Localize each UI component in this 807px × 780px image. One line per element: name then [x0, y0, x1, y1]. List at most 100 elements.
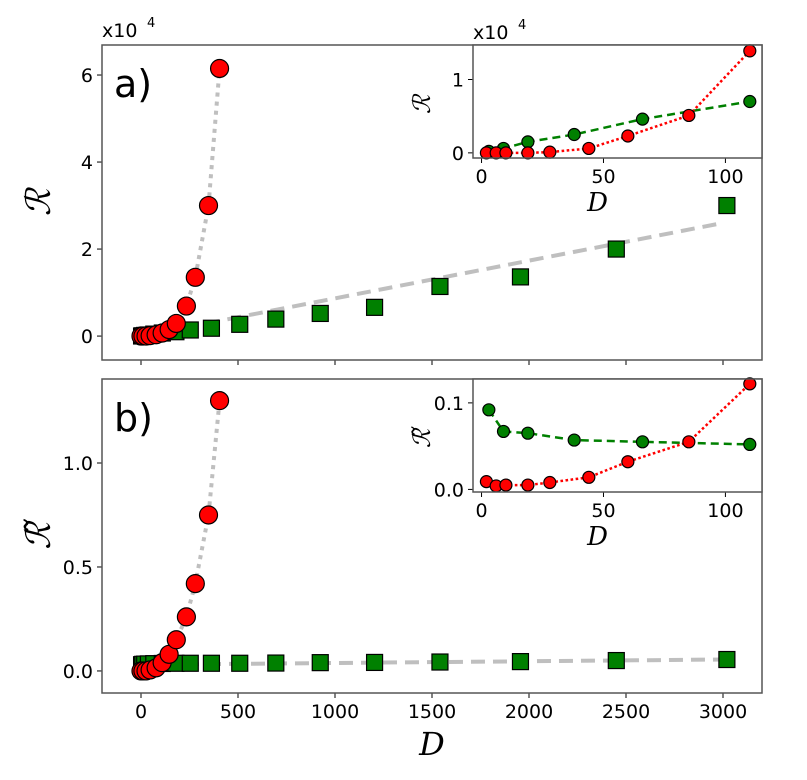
inset-red-circle-point — [682, 435, 696, 449]
x-tick-label: 0 — [475, 166, 487, 188]
green-square-point — [365, 298, 384, 316]
inset-green-circle-point — [635, 435, 650, 449]
inset-red-circle-point — [521, 146, 535, 160]
inset-green-circle-point — [743, 94, 757, 109]
x-tick-label: 500 — [220, 701, 256, 723]
panel-label: b) — [114, 396, 153, 440]
red-circle-point — [185, 574, 205, 594]
x-tick-label: 1500 — [408, 701, 456, 723]
x-tick-label: 1000 — [311, 701, 359, 723]
x-tick-label: 2000 — [505, 701, 553, 723]
y-tick-label: 0 — [81, 326, 93, 348]
y-tick-label: 0.5 — [63, 557, 93, 579]
axes-background — [473, 45, 762, 158]
panel-b: 0 500 1000 1500 2000 2500 3000 0.0 0.5 1.0 b) ℛ̃ D 0 5… — [19, 377, 763, 763]
y-tick-label: 2 — [81, 239, 93, 261]
inset-y-multiplier: x10 — [473, 22, 508, 44]
inset-red-circle-point — [499, 146, 513, 160]
green-square-point — [607, 240, 625, 258]
y-tick-label: 0.1 — [434, 393, 464, 415]
x-tick-label: 3000 — [699, 701, 747, 723]
x-tick-label: 2500 — [602, 701, 650, 723]
x-tick-label: 100 — [707, 166, 743, 188]
axes-frame — [101, 378, 763, 694]
green-square-point — [267, 654, 285, 672]
red-circle-point — [209, 391, 230, 411]
inset-frame — [472, 44, 763, 159]
green-square-point — [231, 654, 249, 672]
inset-green-circle-point — [521, 135, 535, 149]
inset-green-circle-point — [567, 127, 581, 142]
inset-y-axis-label: ℛ — [408, 93, 436, 114]
y-tick-label: 0 — [452, 143, 464, 165]
green-square-point — [431, 653, 449, 671]
inset-frame — [472, 378, 763, 493]
y-multiplier-exponent: 4 — [147, 16, 155, 31]
panel-label: a) — [114, 62, 152, 106]
inset-green-circle-point — [635, 112, 650, 126]
inset-red-circle-point — [743, 44, 757, 58]
axes-frame — [101, 44, 763, 361]
red-circle-point — [166, 313, 186, 334]
y-axis-label: ℛ̃ — [19, 518, 59, 549]
green-square-point — [431, 277, 449, 296]
green-square-point — [311, 654, 329, 672]
red-circle-point — [176, 607, 196, 627]
inset-line-dashed — [488, 100, 751, 153]
y-tick-label: 1.0 — [63, 453, 93, 475]
y-tick-label: 1 — [452, 69, 464, 91]
green-square-point — [311, 304, 329, 323]
inset-y-multiplier-exponent: 4 — [518, 18, 526, 33]
x-tick-label: 50 — [591, 166, 615, 188]
green-square-point — [231, 315, 249, 333]
green-square-point — [511, 268, 530, 286]
x-tick-label: 100 — [707, 500, 743, 522]
y-tick-label: 0.0 — [63, 661, 93, 683]
inset-red-circle-point — [621, 455, 635, 469]
green-square-point — [511, 652, 530, 671]
red-circle-point — [209, 58, 230, 79]
inset-green-circle-point — [743, 437, 757, 452]
inset-x-axis-label: D — [586, 188, 608, 218]
green-square-point — [365, 653, 384, 672]
inset-green-circle-point — [567, 433, 581, 447]
inset-line-dotted — [484, 382, 752, 488]
x-axis-label: D — [418, 725, 445, 763]
inset-red-circle-point — [682, 108, 696, 123]
y-tick-label: 4 — [81, 152, 93, 174]
inset-red-circle-point — [621, 129, 635, 143]
plot-area — [131, 391, 736, 681]
red-circle-point — [176, 296, 196, 316]
y-tick-label: 6 — [81, 65, 93, 87]
fit-line-dotted — [138, 398, 222, 674]
inset-line-dashed — [487, 409, 750, 446]
inset-red-circle-point — [543, 475, 557, 490]
green-square-point — [202, 319, 221, 337]
inset-green-circle-point — [482, 403, 496, 417]
inset-green-circle-point — [521, 426, 535, 440]
green-square-point — [181, 654, 199, 672]
inset-green-circle-point — [496, 424, 511, 439]
x-tick-label: 0 — [475, 500, 487, 522]
x-tick-label: 0 — [135, 701, 147, 723]
red-circle-point — [166, 630, 186, 650]
inset-red-circle-point — [521, 478, 535, 492]
green-square-point — [607, 651, 625, 670]
y-multiplier: x10 — [102, 20, 137, 42]
axes-background — [473, 379, 762, 492]
inset-b: 0 50 100 0.0 0.1 D ℛ̃ — [408, 377, 763, 552]
green-square-point — [718, 650, 736, 669]
plot-area — [131, 58, 736, 346]
inset-red-circle-point — [543, 145, 557, 159]
green-square-point — [267, 310, 285, 328]
y-axis-label: ℛ — [19, 186, 59, 216]
inset-red-circle-point — [499, 478, 513, 492]
inset-red-circle-point — [743, 377, 757, 391]
inset-red-circle-point — [582, 470, 596, 484]
y-tick-label: 0.0 — [434, 479, 464, 501]
red-circle-point — [198, 195, 219, 216]
inset-x-axis-label: D — [586, 522, 608, 552]
